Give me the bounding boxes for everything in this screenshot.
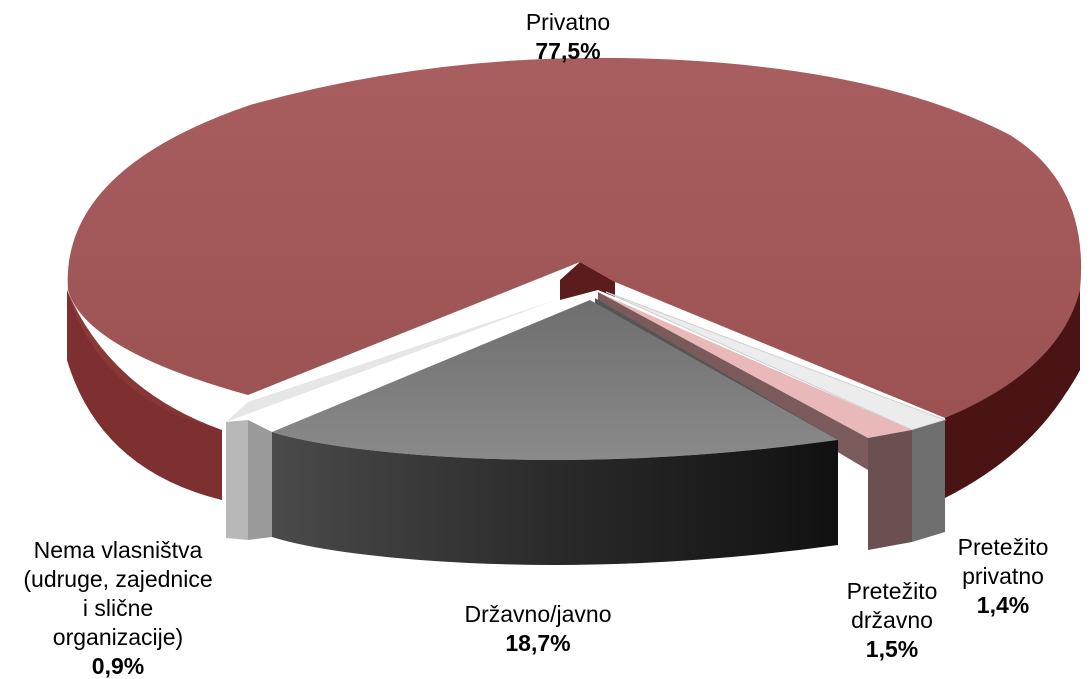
slice-value-label: 0,9% <box>92 653 144 679</box>
slice-privatno-top <box>67 57 1082 418</box>
slice-label-line: Pretežito <box>847 578 938 604</box>
slice-value-label: 77,5% <box>535 38 600 64</box>
slice-label-name: Državno/javno <box>464 601 611 627</box>
slice-label-line: privatno <box>962 563 1044 589</box>
slice-label-line: organizacije) <box>53 624 183 650</box>
slice-pretezito-privatno-side <box>912 420 945 542</box>
slice-label-line: Pretežito <box>958 534 1049 560</box>
slice-label-name: Pretežito privatno <box>958 534 1049 589</box>
slice-privatno-rim <box>67 290 222 500</box>
slice-label-name: Privatno <box>526 9 610 35</box>
slice-label-name: Nema vlasništva (udruge, zajednice i sličn… <box>23 537 212 650</box>
slice-privatno <box>67 57 1082 500</box>
slice-label-line: Nema vlasništva <box>34 537 203 563</box>
slice-label-line: i slične <box>83 595 153 621</box>
slice-privatno-rim-right <box>945 290 1080 498</box>
pie-slices <box>67 57 1082 565</box>
slice-nema-vlasnistva <box>226 300 556 540</box>
slice-drzavno-javno-top <box>272 300 838 460</box>
slice-pretezito-privatno <box>605 291 947 542</box>
slice-nema-vlasnistva-inner <box>248 420 272 540</box>
slice-value-label: 18,7% <box>505 630 570 656</box>
slice-drzavno-javno <box>272 298 838 565</box>
slice-label-line: (udruge, zajednice <box>23 566 212 592</box>
slice-pretezito-drzavno-top <box>602 294 912 438</box>
slice-label: Pretežito državno 1,5% <box>847 578 938 662</box>
slice-pretezito-drzavno-side <box>868 430 912 550</box>
slice-label: Privatno 77,5% <box>526 9 610 64</box>
slice-nema-vlasnistva-top <box>226 300 556 422</box>
slice-label-line: Privatno <box>526 9 610 35</box>
slice-label: Nema vlasništva (udruge, zajednice i sličn… <box>23 537 212 679</box>
slice-value-label: 1,4% <box>977 592 1029 618</box>
slice-value-label: 1,5% <box>866 636 918 662</box>
slice-nema-vlasnistva-side <box>226 420 248 540</box>
slice-privatno-inner-face <box>560 262 615 300</box>
slice-label-line: Državno/javno <box>464 601 611 627</box>
slice-label-line: državno <box>851 607 933 633</box>
slice-drzavno-javno-side <box>272 432 838 565</box>
slice-label: Državno/javno 18,7% <box>464 601 611 656</box>
slice-label: Pretežito privatno 1,4% <box>958 534 1049 618</box>
slice-label-name: Pretežito državno <box>847 578 938 633</box>
